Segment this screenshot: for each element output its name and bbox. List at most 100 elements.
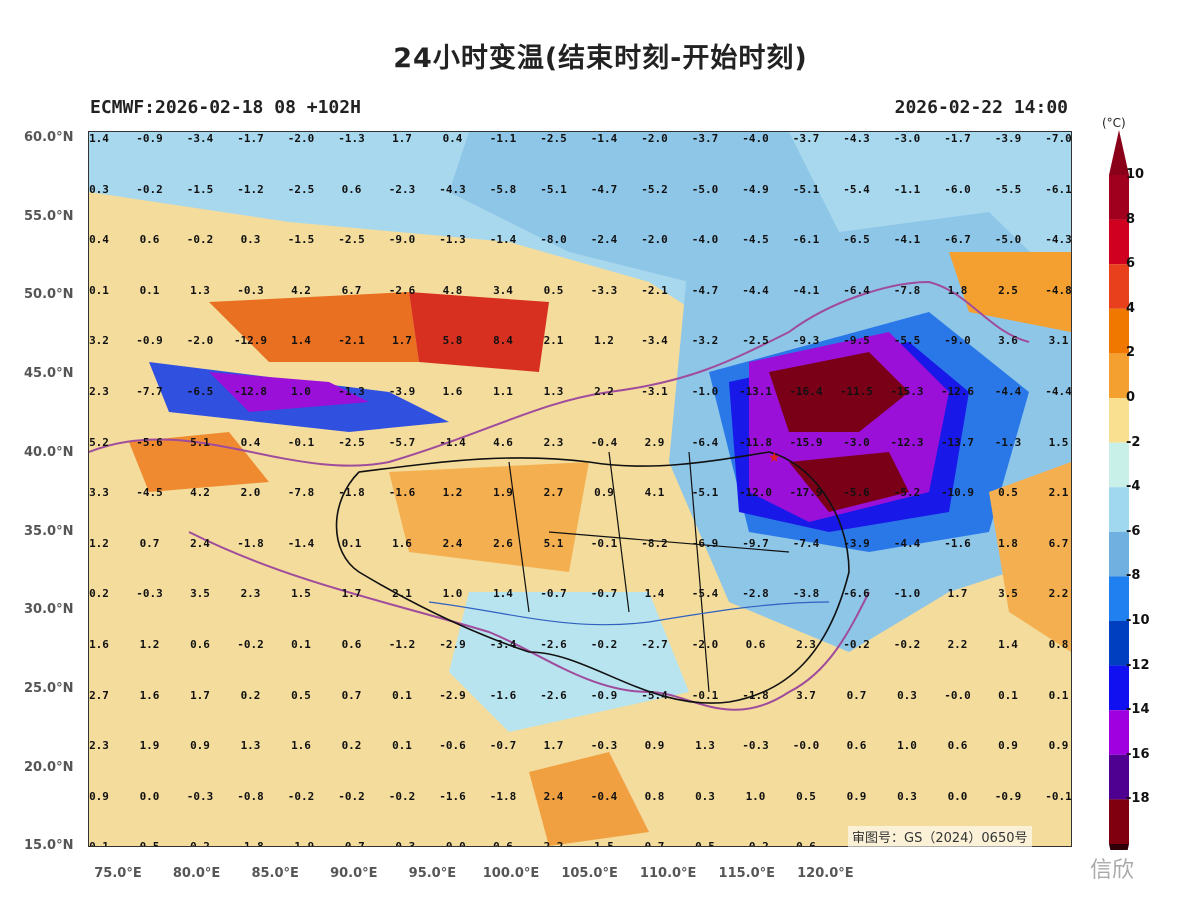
grid-value: 2.3: [240, 587, 261, 601]
grid-value: 3.3: [89, 486, 109, 500]
grid-value: -4.5: [136, 486, 163, 500]
grid-value: -12.9: [233, 334, 268, 348]
colorbar-segment: [1109, 353, 1129, 398]
grid-value: 0.6: [139, 233, 160, 247]
grid-value: -5.6: [136, 435, 163, 449]
grid-value: -0.1: [287, 435, 315, 449]
grid-value: 0.3: [897, 688, 917, 702]
colorbar-segment: [1109, 576, 1129, 621]
grid-value: 1.5: [594, 840, 614, 847]
grid-value: -4.4: [1045, 385, 1072, 398]
colorbar-tick-label: -10: [1126, 613, 1150, 628]
colorbar-tick-label: -16: [1126, 746, 1150, 762]
grid-value: -15.3: [890, 385, 924, 398]
grid-value: 1.2: [89, 536, 109, 550]
model-run-label: ECMWF:2026-02-18 08 +102H: [90, 97, 361, 118]
grid-value: -2.8: [742, 587, 769, 601]
grid-value: 8.4: [493, 334, 513, 348]
grid-value: -8.2: [641, 536, 668, 550]
grid-value: 0.5: [695, 840, 715, 847]
grid-value: 1.2: [594, 334, 614, 348]
grid-value: -6.1: [1045, 182, 1072, 196]
grid-value: 0.4: [89, 233, 109, 247]
grid-value: -0.2: [338, 789, 365, 803]
grid-value: -16.4: [789, 385, 823, 398]
colorbar-segment: [1109, 219, 1129, 265]
grid-value: 4.1: [644, 486, 665, 500]
grid-value: -2.9: [439, 638, 466, 651]
grid-value: -1.2: [388, 638, 416, 651]
grid-value: -5.0: [691, 182, 719, 196]
longitude-tick-label: 95.0°E: [408, 866, 457, 881]
grid-value: 0.3: [897, 789, 917, 803]
colorbar-unit: (°C): [1102, 116, 1126, 130]
grid-value: 0.1: [392, 688, 412, 702]
grid-value: 0.5: [139, 840, 160, 847]
colorbar-segment: [1109, 398, 1129, 443]
grid-value: -3.0: [843, 435, 870, 449]
grid-value: -1.3: [994, 435, 1022, 449]
grid-value: 1.2: [442, 486, 463, 500]
grid-value: 2.3: [796, 638, 816, 651]
grid-value: 2.2: [543, 840, 564, 847]
grid-value: 0.8: [1048, 638, 1069, 651]
grid-value: -5.5: [893, 334, 921, 348]
latitude-tick-label: 30.0°N: [24, 602, 74, 618]
grid-value: 5.8: [442, 334, 463, 348]
grid-value: -5.5: [994, 182, 1022, 196]
grid-value: 2.4: [543, 789, 564, 803]
grid-value: -1.4: [590, 132, 618, 145]
grid-value: -5.7: [388, 435, 416, 449]
grid-value: -1.6: [439, 789, 466, 803]
grid-value: -2.5: [338, 233, 365, 247]
longitude-tick-label: 80.0°E: [172, 866, 221, 881]
colorbar-tick-label: -12: [1126, 657, 1150, 673]
grid-value: 0.5: [998, 486, 1018, 500]
grid-value: -4.3: [843, 132, 870, 145]
grid-value: 1.9: [139, 739, 160, 753]
colorbar-tick-label: -14: [1126, 702, 1150, 718]
grid-value: -2.6: [540, 638, 567, 651]
grid-value: -7.8: [893, 283, 921, 297]
grid-value: 1.7: [392, 334, 412, 348]
grid-value: -2.3: [388, 182, 416, 196]
colorbar-segment: [1109, 799, 1129, 844]
grid-value: 2.1: [1048, 486, 1069, 500]
latitude-tick-label: 50.0°N: [24, 287, 74, 303]
grid-value: -2.1: [338, 334, 365, 348]
grid-value: 0.0: [139, 789, 160, 803]
grid-value: -5.0: [994, 233, 1022, 247]
latitude-tick-label: 25.0°N: [24, 680, 74, 696]
grid-value: 1.6: [291, 739, 311, 753]
grid-value: -11.8: [738, 435, 773, 449]
grid-value: -2.5: [742, 334, 769, 348]
grid-value: 0.2: [190, 840, 210, 847]
grid-value: -5.1: [540, 182, 567, 196]
grid-value: 0.6: [493, 840, 513, 847]
grid-value: -3.7: [792, 132, 820, 145]
grid-value: -1.5: [186, 182, 214, 196]
grid-value: -2.1: [641, 283, 668, 297]
grid-value: -3.4: [489, 638, 517, 651]
grid-value: -11.5: [839, 385, 874, 398]
grid-value: -2.5: [338, 435, 365, 449]
grid-value: 1.8: [998, 536, 1018, 550]
grid-value: 2.4: [442, 536, 463, 550]
grid-value: 3.6: [998, 334, 1018, 348]
central-dark-red-zone: [789, 452, 909, 512]
grid-value: -1.2: [237, 182, 264, 196]
grid-value: 1.6: [89, 638, 109, 651]
mongolia-warm-zone: [409, 292, 549, 372]
longitude-tick-label: 115.0°E: [718, 866, 776, 881]
grid-value: -10.9: [940, 486, 975, 500]
grid-value: 1.3: [695, 739, 715, 753]
colorbar-segment: [1109, 442, 1129, 488]
colorbar-tick-label: -18: [1126, 791, 1150, 807]
grid-value: -1.1: [489, 132, 517, 145]
grid-value: 1.4: [493, 587, 513, 601]
grid-value: 0.9: [644, 739, 665, 753]
grid-value: 2.7: [89, 688, 109, 702]
grid-value: 2.2: [947, 638, 968, 651]
grid-value: -2.6: [388, 283, 416, 297]
grid-value: -1.9: [287, 840, 315, 847]
